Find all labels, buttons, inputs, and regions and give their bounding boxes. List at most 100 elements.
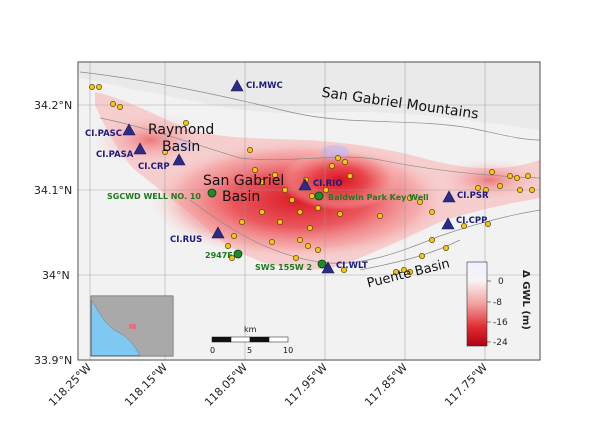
well-dot[interactable] <box>259 179 265 185</box>
well-dot[interactable] <box>342 159 348 165</box>
station-label-rio: CI.RIO <box>313 179 343 189</box>
well-dot[interactable] <box>507 173 513 179</box>
map-border <box>77 61 541 361</box>
well-dot[interactable] <box>417 199 423 205</box>
well-label-2947f: 2947F <box>205 251 233 260</box>
well-dot[interactable] <box>305 243 311 249</box>
well-dot[interactable] <box>89 84 95 90</box>
well-dot[interactable] <box>252 167 258 173</box>
well-dot[interactable] <box>443 245 449 251</box>
well-dot[interactable] <box>110 101 116 107</box>
lon-tick-117-95: 117.95°W <box>282 361 330 409</box>
colorbar-gradient <box>466 261 488 347</box>
region-label-sgb-1: San Gabriel <box>203 173 284 189</box>
well-dot[interactable] <box>272 172 278 178</box>
lon-tick-118-15: 118.15°W <box>122 361 170 409</box>
lon-tick-117-75: 117.75°W <box>442 361 490 409</box>
well-dot[interactable] <box>525 173 531 179</box>
well-dot[interactable] <box>517 187 523 193</box>
well-dot[interactable] <box>247 147 253 153</box>
well-dot[interactable] <box>514 175 520 181</box>
station-marker-mwc[interactable] <box>230 79 244 92</box>
region-label-raymond-1: Raymond <box>148 122 214 138</box>
station-label-pasc: CI.PASC <box>85 129 122 139</box>
station-marker-wlt[interactable] <box>321 261 335 274</box>
well-dot[interactable] <box>419 253 425 259</box>
well-marker-sgcwd[interactable] <box>207 188 217 198</box>
well-dot[interactable] <box>429 209 435 215</box>
station-marker-rio[interactable] <box>298 178 312 191</box>
well-marker-baldwin[interactable] <box>314 191 324 201</box>
station-marker-pasc[interactable] <box>122 123 136 136</box>
lat-tick-34-1: 34.1°N <box>34 184 72 197</box>
well-dot[interactable] <box>335 155 341 161</box>
well-dot[interactable] <box>489 169 495 175</box>
station-marker-pasa[interactable] <box>133 142 147 155</box>
station-label-pasa: CI.PASA <box>96 150 134 160</box>
well-dot[interactable] <box>485 221 491 227</box>
well-dot[interactable] <box>483 187 489 193</box>
station-marker-cpp[interactable] <box>441 217 455 230</box>
well-dot[interactable] <box>315 247 321 253</box>
observation-wells <box>89 84 535 275</box>
longitude-axis: 118.25°W 118.15°W 118.05°W 117.95°W 117.… <box>46 361 490 409</box>
seismic-stations <box>122 79 456 274</box>
latitude-axis: 34.2°N 34.1°N 34°N 33.9°N <box>34 99 72 367</box>
well-dot[interactable] <box>341 267 347 273</box>
well-dot[interactable] <box>309 193 315 199</box>
well-dot[interactable] <box>297 237 303 243</box>
lon-tick-118-25: 118.25°W <box>46 361 94 409</box>
well-dot[interactable] <box>277 219 283 225</box>
well-marker-sws[interactable] <box>317 259 327 269</box>
well-dot[interactable] <box>393 269 399 275</box>
well-dot[interactable] <box>337 211 343 217</box>
map-body: San Gabriel Mountains Raymond Basin San … <box>78 62 540 360</box>
well-dot[interactable] <box>183 120 189 126</box>
well-dot[interactable] <box>229 255 235 261</box>
well-dot[interactable] <box>377 213 383 219</box>
well-dot[interactable] <box>347 173 353 179</box>
well-dot[interactable] <box>117 104 123 110</box>
scale-bar: km 0 5 10 <box>210 325 293 355</box>
well-dot[interactable] <box>293 255 299 261</box>
well-dot[interactable] <box>225 243 231 249</box>
scale-tick-5: 5 <box>247 346 252 355</box>
well-dot[interactable] <box>475 185 481 191</box>
well-dot[interactable] <box>162 149 168 155</box>
station-marker-psr[interactable] <box>442 190 456 203</box>
scale-unit: km <box>244 325 257 334</box>
well-dot[interactable] <box>282 187 288 193</box>
well-marker-2947f[interactable] <box>233 249 243 259</box>
well-dot[interactable] <box>401 267 407 273</box>
well-dot[interactable] <box>497 183 503 189</box>
well-dot[interactable] <box>259 209 265 215</box>
station-marker-rus[interactable] <box>211 226 225 239</box>
well-dot[interactable] <box>307 225 313 231</box>
colorbar-label: Δ GWL (m) <box>520 270 531 330</box>
basin-boundaries <box>79 71 540 271</box>
well-dot[interactable] <box>315 205 321 211</box>
station-label-wlt: CI.WLT <box>336 261 368 271</box>
lat-tick-34-2: 34.2°N <box>34 99 72 112</box>
scale-tick-10: 10 <box>283 346 293 355</box>
well-dot[interactable] <box>407 269 413 275</box>
well-dot[interactable] <box>461 223 467 229</box>
well-dot[interactable] <box>289 197 295 203</box>
well-dot[interactable] <box>529 187 535 193</box>
well-dot[interactable] <box>96 84 102 90</box>
well-dot[interactable] <box>429 237 435 243</box>
well-dot[interactable] <box>407 195 413 201</box>
inset-map <box>90 295 174 357</box>
lon-tick-118-05: 118.05°W <box>202 361 250 409</box>
well-dot[interactable] <box>329 163 335 169</box>
well-dot[interactable] <box>297 209 303 215</box>
gwl-west-lobe <box>90 112 210 168</box>
station-label-psr: CI.PSR <box>457 191 489 201</box>
well-dot[interactable] <box>231 233 237 239</box>
station-marker-crp[interactable] <box>172 153 186 166</box>
station-label-mwc: CI.MWC <box>246 81 283 91</box>
well-dot[interactable] <box>269 239 275 245</box>
well-dot[interactable] <box>239 219 245 225</box>
well-dot[interactable] <box>323 187 329 193</box>
